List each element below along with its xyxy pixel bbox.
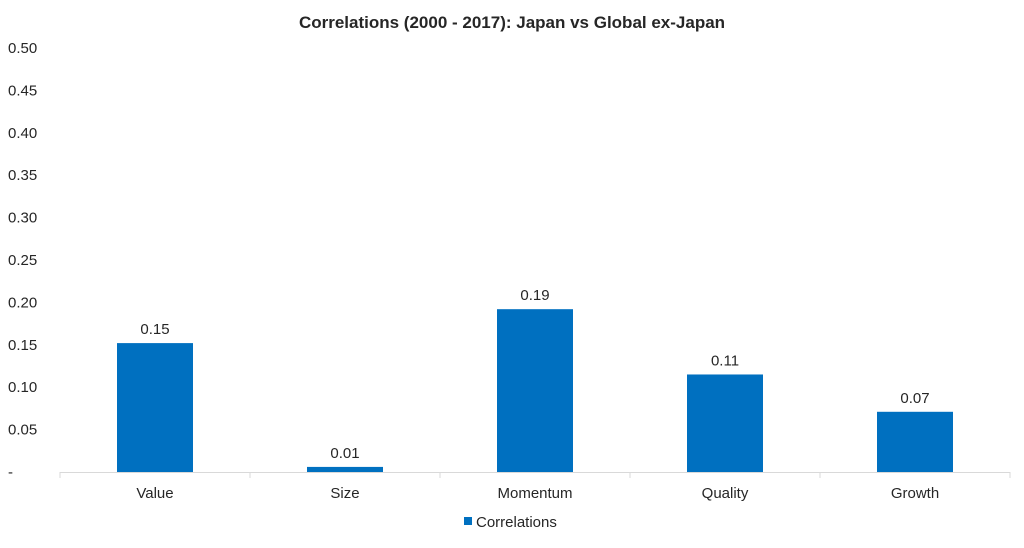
y-tick-label: 0.30 — [8, 210, 37, 227]
y-axis: - 0.05 0.10 0.15 0.20 0.25 0.30 0.35 0.40 0.45 0.5… — [8, 40, 37, 481]
y-tick-label: 0.05 — [8, 422, 37, 439]
bar-size — [307, 466, 383, 472]
x-tick-label: Momentum — [497, 485, 572, 502]
y-tick-label: 0.45 — [8, 82, 37, 99]
x-tick-label: Quality — [702, 485, 749, 502]
y-tick-label: 0.50 — [8, 40, 37, 57]
x-tick-label: Size — [330, 485, 359, 502]
bars: 0.15 0.01 0.19 0.11 0.07 — [117, 287, 953, 472]
y-tick-label: 0.25 — [8, 252, 37, 269]
y-tick-label: 0.35 — [8, 167, 37, 184]
bar-growth — [877, 411, 953, 472]
x-tick-label: Value — [136, 485, 173, 502]
data-label: 0.15 — [140, 321, 169, 338]
y-tick-label: 0.20 — [8, 294, 37, 311]
x-tick-label: Growth — [891, 485, 939, 502]
data-label: 0.11 — [711, 352, 739, 369]
y-tick-label: 0.10 — [8, 379, 37, 396]
y-tick-label: 0.40 — [8, 125, 37, 142]
legend-swatch — [464, 517, 472, 525]
y-tick-label: - — [8, 464, 13, 481]
legend: Correlations — [464, 514, 557, 531]
bar-value — [117, 343, 193, 472]
x-axis: Value Size Momentum Quality Growth — [59, 472, 1011, 502]
data-label: 0.01 — [330, 445, 359, 462]
data-label: 0.19 — [520, 287, 549, 304]
chart-title: Correlations (2000 - 2017): Japan vs Glo… — [299, 13, 725, 32]
y-tick-label: 0.15 — [8, 337, 37, 354]
legend-label: Correlations — [476, 514, 557, 531]
bar-momentum — [497, 309, 573, 472]
bar-quality — [687, 374, 763, 472]
data-label: 0.07 — [900, 390, 929, 407]
